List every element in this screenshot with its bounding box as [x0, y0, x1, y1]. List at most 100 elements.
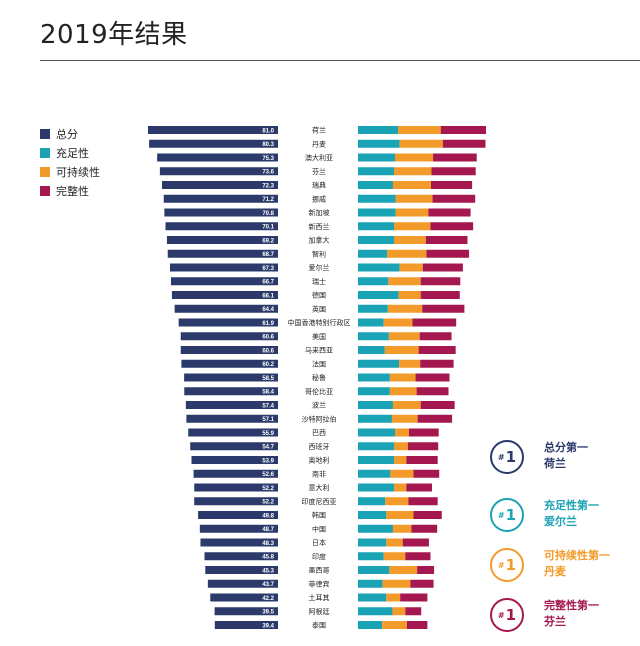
adequacy-segment: [358, 167, 394, 176]
country-label: 新加坡: [309, 208, 330, 217]
country-label: 泰国: [312, 621, 326, 630]
integrity-segment: [408, 497, 438, 506]
integrity-segment: [418, 346, 456, 354]
total-score-bar: [167, 249, 278, 258]
total-score-label: 57.4: [262, 403, 274, 409]
total-score-label: 53.9: [262, 458, 274, 464]
total-score-label: 66.1: [262, 293, 274, 299]
total-score-label: 55.9: [262, 431, 274, 437]
callout-title-total: 总分第一: [544, 441, 588, 454]
callout-text-integrity: 完整性第一 芬兰: [544, 598, 599, 630]
total-score-label: 52.2: [262, 486, 274, 492]
integrity-segment: [428, 208, 471, 217]
legend-item-adequacy: 充足性: [40, 143, 100, 162]
integrity-segment: [433, 153, 477, 162]
total-score-bar: [191, 456, 278, 464]
adequacy-segment: [358, 428, 396, 437]
integrity-segment: [413, 511, 442, 519]
total-score-bar: [205, 566, 278, 574]
total-score-bar: [169, 263, 278, 272]
total-score-label: 52.2: [262, 500, 274, 506]
total-score-bar: [210, 593, 278, 602]
adequacy-segment: [358, 621, 383, 629]
sustainability-segment: [387, 304, 423, 313]
total-score-bar: [199, 524, 278, 533]
adequacy-segment: [358, 373, 390, 382]
country-label: 哥伦比亚: [305, 387, 333, 396]
sustainability-segment: [386, 511, 414, 519]
adequacy-segment: [358, 414, 392, 423]
total-score-label: 60.2: [262, 362, 274, 368]
sustainability-segment: [389, 387, 417, 396]
callout-title-sustainability: 可持续性第一: [544, 549, 610, 562]
rank-one-badge-icon: #1: [490, 548, 524, 582]
sustainability-segment: [393, 222, 431, 231]
legend-swatch-total: [40, 128, 50, 139]
integrity-segment: [422, 263, 463, 272]
country-label: 中国香港特别行政区: [288, 318, 351, 327]
total-score-bar: [159, 167, 278, 176]
total-score-bar: [194, 497, 278, 506]
sustainability-segment: [395, 208, 429, 217]
rank-one-badge-icon: #1: [490, 440, 524, 474]
integrity-segment: [420, 291, 460, 299]
integrity-segment: [425, 236, 468, 244]
total-score-label: 67.3: [262, 266, 274, 272]
sustainability-segment: [388, 277, 421, 286]
callout-country-total: 荷兰: [544, 457, 566, 470]
total-score-bar: [198, 511, 278, 519]
sustainability-segment: [399, 359, 421, 368]
total-score-label: 54.7: [262, 445, 274, 451]
sustainability-segment: [395, 153, 434, 162]
total-score-label: 45.3: [262, 568, 274, 574]
title-divider: [40, 60, 640, 61]
total-score-label: 39.5: [262, 610, 274, 616]
adequacy-segment: [358, 291, 399, 299]
integrity-segment: [420, 359, 454, 368]
integrity-segment: [422, 304, 465, 313]
adequacy-segment: [358, 236, 394, 244]
rank-one-badge-icon: #1: [490, 598, 524, 632]
total-score-label: 48.3: [262, 541, 274, 547]
sustainability-segment: [390, 469, 414, 478]
country-label: 波兰: [312, 401, 326, 410]
adequacy-segment: [358, 208, 396, 217]
integrity-segment: [402, 538, 429, 547]
country-label: 南非: [312, 469, 326, 478]
integrity-segment: [406, 456, 438, 464]
country-label: 阿根廷: [309, 607, 330, 616]
country-label: 印度尼西亚: [302, 497, 337, 506]
country-label: 菲律宾: [309, 579, 330, 588]
country-label: 英国: [312, 304, 326, 313]
total-score-label: 68.7: [262, 252, 274, 258]
country-label: 印度: [312, 552, 326, 561]
integrity-segment: [420, 277, 461, 286]
integrity-segment: [430, 181, 473, 189]
total-score-bar: [214, 607, 278, 616]
legend-item-integrity: 完整性: [40, 181, 100, 200]
country-label: 美国: [312, 332, 326, 341]
adequacy-segment: [358, 524, 393, 533]
adequacy-segment: [358, 126, 399, 134]
callout-integrity-first: #1 完整性第一 芬兰: [490, 598, 640, 644]
adequacy-segment: [358, 552, 384, 561]
adequacy-segment: [358, 304, 388, 313]
sustainability-segment: [392, 401, 421, 409]
total-score-label: 60.6: [262, 348, 274, 354]
integrity-segment: [406, 621, 428, 629]
sustainability-segment: [399, 139, 443, 148]
total-score-bar: [164, 208, 278, 217]
total-score-bar: [166, 236, 278, 244]
integrity-segment: [419, 332, 452, 341]
adequacy-segment: [358, 607, 393, 616]
country-label: 智利: [312, 249, 326, 258]
adequacy-segment: [358, 497, 386, 506]
total-score-label: 61.9: [262, 321, 274, 327]
total-score-bar: [184, 387, 278, 396]
total-score-label: 70.8: [262, 211, 274, 217]
total-score-label: 43.7: [262, 582, 274, 588]
adequacy-segment: [358, 277, 389, 286]
total-score-label: 45.8: [262, 555, 274, 561]
integrity-segment: [415, 373, 450, 382]
